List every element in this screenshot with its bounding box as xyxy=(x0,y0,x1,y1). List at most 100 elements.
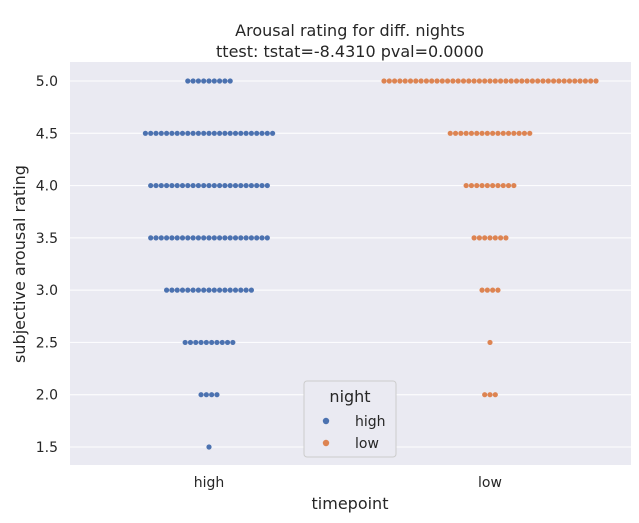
data-point xyxy=(185,78,191,84)
data-point xyxy=(492,78,498,84)
data-point xyxy=(482,235,488,241)
data-point xyxy=(203,339,209,346)
legend-marker-high xyxy=(322,417,330,425)
data-point xyxy=(487,392,493,398)
data-point xyxy=(490,182,496,189)
data-point xyxy=(209,392,215,398)
data-point xyxy=(577,78,583,84)
data-point xyxy=(164,287,170,293)
data-point xyxy=(243,287,249,293)
data-point xyxy=(222,182,228,189)
data-point xyxy=(572,78,578,84)
data-point xyxy=(190,287,196,293)
data-point xyxy=(195,78,201,84)
data-point xyxy=(201,287,207,293)
data-point xyxy=(185,182,191,189)
data-point xyxy=(264,130,270,136)
legend-label-low: low xyxy=(355,436,379,452)
data-point xyxy=(195,287,201,293)
y-tick-label: 2.5 xyxy=(36,335,58,351)
data-point xyxy=(495,130,501,136)
data-point xyxy=(227,235,233,241)
y-tick-label: 1.5 xyxy=(36,440,58,456)
data-point xyxy=(511,182,517,189)
data-point xyxy=(232,182,239,189)
data-point xyxy=(466,78,472,84)
data-point xyxy=(561,78,567,84)
data-point xyxy=(201,235,207,241)
data-point xyxy=(479,287,485,293)
data-point xyxy=(254,130,260,136)
data-point xyxy=(402,78,408,84)
data-point xyxy=(164,235,170,241)
data-point xyxy=(407,78,414,84)
data-point xyxy=(423,78,429,84)
data-point xyxy=(232,235,239,241)
y-tick-label: 4.5 xyxy=(36,126,58,142)
data-point xyxy=(219,339,225,346)
y-axis-ticks: 1.5 2.0 2.5 3.0 3.5 4.0 4.5 5.0 xyxy=(36,74,58,456)
data-point xyxy=(264,235,270,241)
data-point xyxy=(468,130,475,136)
data-point xyxy=(479,182,485,189)
data-point xyxy=(195,182,201,189)
data-point xyxy=(169,287,175,293)
data-point xyxy=(471,235,477,241)
data-point xyxy=(206,287,212,293)
data-point xyxy=(482,392,488,398)
data-point xyxy=(169,235,175,241)
legend: night high low xyxy=(303,380,397,458)
data-point xyxy=(222,235,228,241)
data-point xyxy=(211,130,217,136)
data-point xyxy=(519,78,525,84)
data-point xyxy=(211,78,217,84)
data-point xyxy=(217,130,223,136)
data-point xyxy=(484,130,490,136)
data-point xyxy=(190,130,196,136)
data-point xyxy=(545,78,551,84)
data-point xyxy=(505,130,512,136)
data-point xyxy=(505,182,512,189)
y-tick-label: 3.5 xyxy=(36,231,58,247)
data-point xyxy=(259,130,265,136)
data-point xyxy=(492,235,498,241)
data-point xyxy=(211,235,217,241)
data-point xyxy=(195,130,201,136)
data-point xyxy=(153,235,159,241)
x-axis-ticks: high low xyxy=(194,475,502,491)
data-point xyxy=(474,130,480,136)
data-point xyxy=(468,182,475,189)
data-point xyxy=(254,182,260,189)
data-point xyxy=(527,130,533,136)
data-point xyxy=(148,182,154,189)
data-point xyxy=(487,78,493,84)
data-point xyxy=(238,182,244,189)
data-point xyxy=(503,235,509,241)
data-point xyxy=(254,235,260,241)
data-point xyxy=(164,182,170,189)
data-point xyxy=(179,182,186,189)
data-point xyxy=(148,130,154,136)
data-point xyxy=(153,182,159,189)
data-point xyxy=(588,78,594,84)
data-point xyxy=(445,78,451,84)
data-point xyxy=(227,182,233,189)
data-point xyxy=(492,392,498,398)
data-point xyxy=(190,182,196,189)
data-point xyxy=(463,182,469,189)
data-point xyxy=(487,339,493,346)
legend-marker-low xyxy=(322,439,330,447)
data-point xyxy=(498,78,504,84)
data-point xyxy=(248,235,254,241)
data-point xyxy=(190,78,196,84)
data-point xyxy=(198,392,204,398)
legend-box xyxy=(303,380,397,458)
data-point xyxy=(248,130,254,136)
chart-title: Arousal rating for diff. nights xyxy=(235,21,465,40)
data-point xyxy=(174,130,180,136)
data-point xyxy=(222,78,228,84)
data-point xyxy=(582,78,589,84)
data-point xyxy=(259,182,265,189)
data-point xyxy=(434,78,440,84)
